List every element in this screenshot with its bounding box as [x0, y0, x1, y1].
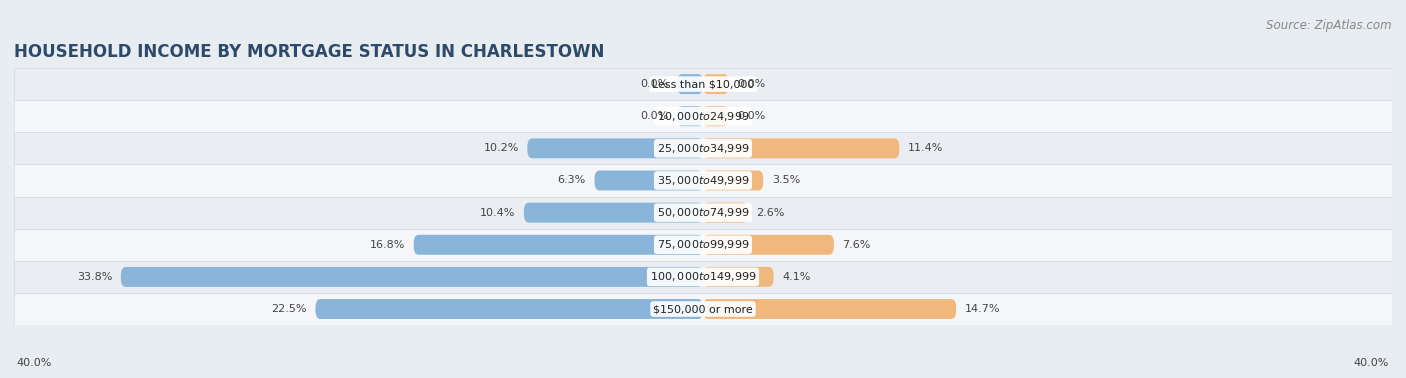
FancyBboxPatch shape	[703, 299, 956, 319]
Bar	[14, 100, 1392, 132]
Text: $50,000 to $74,999: $50,000 to $74,999	[657, 206, 749, 219]
Text: 0.0%: 0.0%	[738, 111, 766, 121]
Text: 11.4%: 11.4%	[908, 143, 943, 153]
Text: 7.6%: 7.6%	[842, 240, 870, 250]
Text: 4.1%: 4.1%	[782, 272, 811, 282]
Bar	[14, 68, 1392, 100]
Bar	[14, 229, 1392, 261]
FancyBboxPatch shape	[524, 203, 703, 223]
Text: 3.5%: 3.5%	[772, 175, 800, 186]
Text: 0.0%: 0.0%	[738, 79, 766, 89]
FancyBboxPatch shape	[703, 74, 728, 94]
FancyBboxPatch shape	[315, 299, 703, 319]
FancyBboxPatch shape	[703, 138, 900, 158]
Text: $150,000 or more: $150,000 or more	[654, 304, 752, 314]
Text: 22.5%: 22.5%	[271, 304, 307, 314]
Text: $10,000 to $24,999: $10,000 to $24,999	[657, 110, 749, 123]
FancyBboxPatch shape	[678, 74, 703, 94]
FancyBboxPatch shape	[703, 267, 773, 287]
Text: $100,000 to $149,999: $100,000 to $149,999	[650, 270, 756, 284]
Bar	[14, 164, 1392, 197]
Text: 40.0%: 40.0%	[17, 358, 52, 368]
Text: $25,000 to $34,999: $25,000 to $34,999	[657, 142, 749, 155]
Bar	[14, 293, 1392, 325]
Text: 14.7%: 14.7%	[965, 304, 1000, 314]
Text: 33.8%: 33.8%	[77, 272, 112, 282]
Text: 10.4%: 10.4%	[479, 208, 515, 218]
FancyBboxPatch shape	[121, 267, 703, 287]
FancyBboxPatch shape	[678, 106, 703, 126]
FancyBboxPatch shape	[595, 170, 703, 191]
Text: 16.8%: 16.8%	[370, 240, 405, 250]
Text: 40.0%: 40.0%	[1354, 358, 1389, 368]
Text: $75,000 to $99,999: $75,000 to $99,999	[657, 238, 749, 251]
Text: 6.3%: 6.3%	[558, 175, 586, 186]
Text: 0.0%: 0.0%	[640, 111, 669, 121]
Bar	[14, 132, 1392, 164]
Text: Less than $10,000: Less than $10,000	[652, 79, 754, 89]
Text: HOUSEHOLD INCOME BY MORTGAGE STATUS IN CHARLESTOWN: HOUSEHOLD INCOME BY MORTGAGE STATUS IN C…	[14, 43, 605, 61]
Text: 2.6%: 2.6%	[756, 208, 785, 218]
FancyBboxPatch shape	[703, 203, 748, 223]
Text: $35,000 to $49,999: $35,000 to $49,999	[657, 174, 749, 187]
FancyBboxPatch shape	[703, 170, 763, 191]
FancyBboxPatch shape	[703, 106, 728, 126]
FancyBboxPatch shape	[703, 235, 834, 255]
FancyBboxPatch shape	[413, 235, 703, 255]
Bar	[14, 197, 1392, 229]
Bar	[14, 261, 1392, 293]
Text: Source: ZipAtlas.com: Source: ZipAtlas.com	[1267, 19, 1392, 32]
FancyBboxPatch shape	[527, 138, 703, 158]
Text: 10.2%: 10.2%	[484, 143, 519, 153]
Text: 0.0%: 0.0%	[640, 79, 669, 89]
